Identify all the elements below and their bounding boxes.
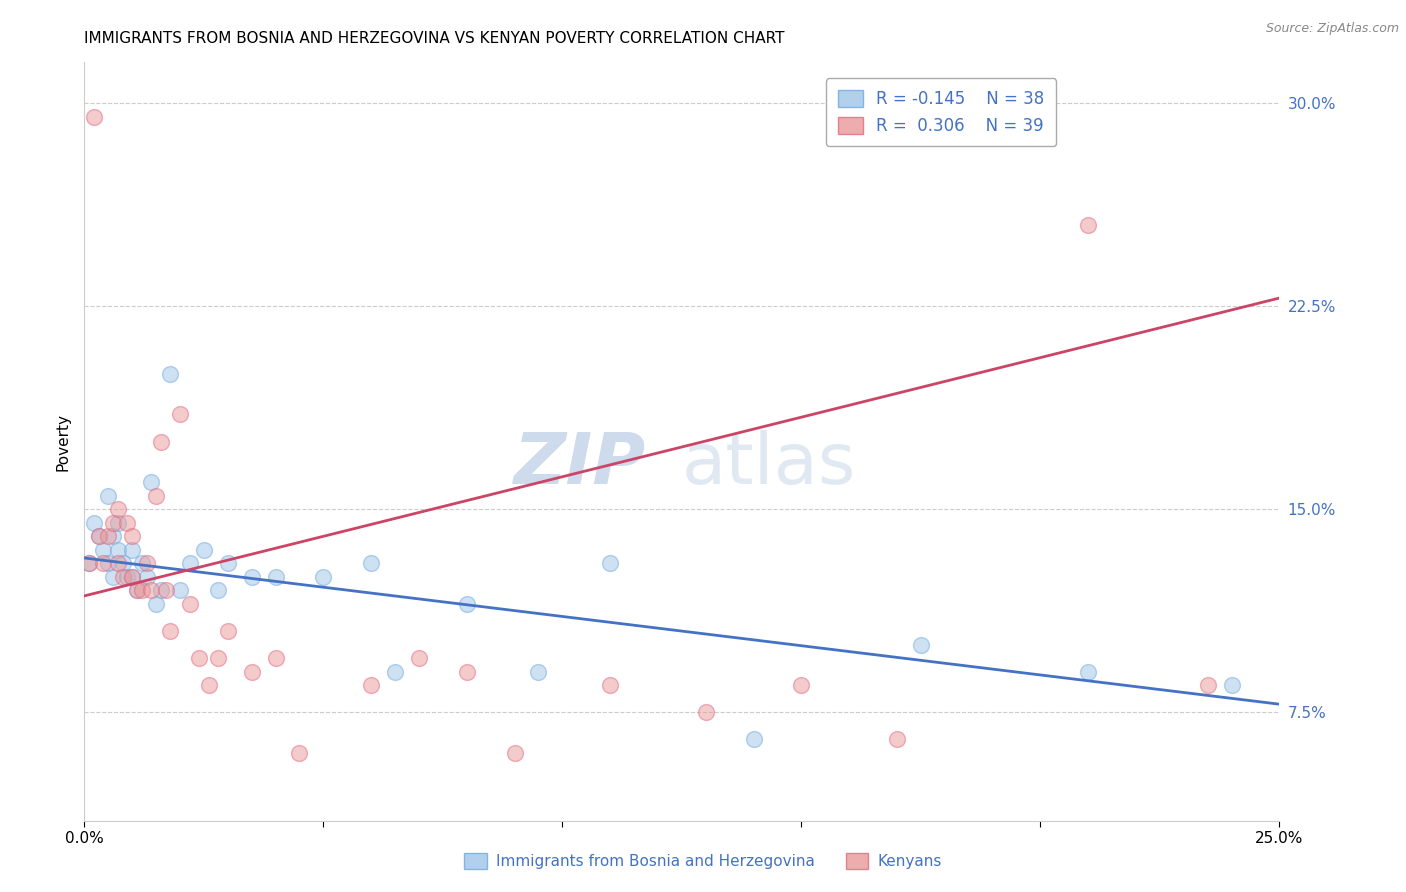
Point: [101, 529, 124, 543]
Point: [207, 651, 229, 665]
Point: [135, 570, 157, 584]
Point: [910, 638, 932, 652]
Point: [599, 678, 621, 692]
Point: [193, 542, 215, 557]
Point: [77, 557, 100, 571]
Text: Source: ZipAtlas.com: Source: ZipAtlas.com: [1265, 22, 1399, 36]
Point: [117, 570, 139, 584]
Point: [101, 516, 124, 530]
Legend: R = -0.145    N = 38, R =  0.306    N = 39: R = -0.145 N = 38, R = 0.306 N = 39: [827, 78, 1056, 146]
Point: [1077, 665, 1099, 679]
Point: [125, 583, 148, 598]
Point: [742, 732, 765, 747]
Point: [886, 732, 908, 747]
Point: [87, 529, 110, 543]
Point: [135, 557, 157, 571]
Point: [456, 597, 478, 611]
Point: [790, 678, 813, 692]
Point: [145, 597, 167, 611]
Point: [121, 529, 143, 543]
Point: [384, 665, 406, 679]
Point: [207, 583, 229, 598]
Point: [149, 583, 172, 598]
Point: [97, 489, 120, 503]
Point: [97, 557, 120, 571]
Point: [599, 557, 621, 571]
Point: [107, 516, 129, 530]
Point: [360, 678, 382, 692]
Point: [1077, 218, 1099, 232]
Point: [695, 706, 717, 720]
Point: [111, 557, 134, 571]
Point: [527, 665, 550, 679]
Point: [121, 542, 143, 557]
Point: [240, 570, 263, 584]
Point: [159, 624, 181, 639]
Point: [264, 651, 287, 665]
Point: [83, 516, 105, 530]
Point: [312, 570, 335, 584]
Point: [188, 651, 211, 665]
Point: [217, 624, 239, 639]
Point: [117, 516, 139, 530]
Point: [93, 557, 115, 571]
Point: [197, 678, 219, 692]
Point: [107, 502, 129, 516]
Point: [111, 570, 134, 584]
Point: [93, 542, 115, 557]
Point: [101, 570, 124, 584]
Point: [121, 570, 143, 584]
Point: [1220, 678, 1243, 692]
Point: [240, 665, 263, 679]
Point: [360, 557, 382, 571]
Point: [179, 597, 201, 611]
Point: [149, 434, 172, 449]
Point: [121, 570, 143, 584]
Point: [503, 746, 526, 760]
Point: [131, 557, 153, 571]
Point: [107, 542, 129, 557]
Point: [77, 557, 100, 571]
Point: [217, 557, 239, 571]
Point: [97, 529, 120, 543]
Legend: Immigrants from Bosnia and Herzegovina, Kenyans: Immigrants from Bosnia and Herzegovina, …: [458, 847, 948, 875]
Point: [87, 529, 110, 543]
Point: [1197, 678, 1219, 692]
Point: [288, 746, 311, 760]
Point: [264, 570, 287, 584]
Text: ZIP: ZIP: [513, 430, 647, 499]
Point: [179, 557, 201, 571]
Point: [141, 583, 163, 598]
Point: [145, 489, 167, 503]
Point: [408, 651, 430, 665]
Point: [169, 583, 191, 598]
Text: atlas: atlas: [682, 430, 856, 499]
Point: [159, 367, 181, 381]
Point: [141, 475, 163, 490]
Point: [169, 408, 191, 422]
Point: [83, 110, 105, 124]
Point: [155, 583, 177, 598]
Point: [131, 583, 153, 598]
Point: [125, 583, 148, 598]
Y-axis label: Poverty: Poverty: [55, 412, 70, 471]
Text: IMMIGRANTS FROM BOSNIA AND HERZEGOVINA VS KENYAN POVERTY CORRELATION CHART: IMMIGRANTS FROM BOSNIA AND HERZEGOVINA V…: [84, 31, 785, 46]
Point: [107, 557, 129, 571]
Point: [456, 665, 478, 679]
